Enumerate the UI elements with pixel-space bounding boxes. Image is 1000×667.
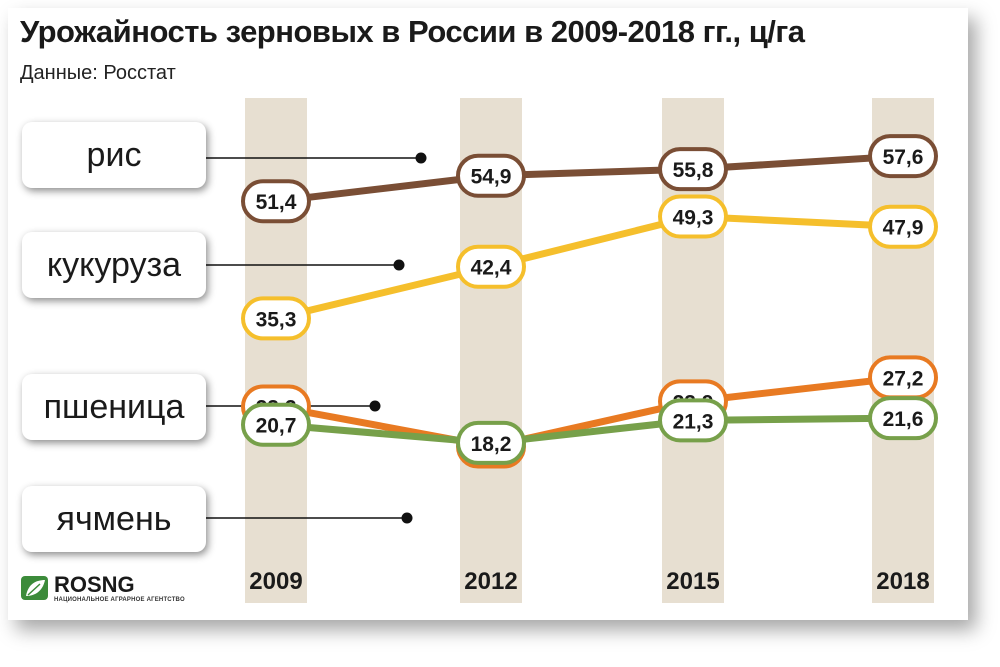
data-marker-4-2 [456,420,526,465]
series-line-3 [275,373,904,451]
series-name-label-4: ячмень [22,486,206,552]
data-marker-2-1 [241,296,311,341]
leader-dot-3 [369,400,381,412]
data-marker-4-4 [868,396,938,441]
data-marker-2-4 [868,204,938,249]
series-name-label-1: рис [22,122,206,188]
x-tick-label-2015: 2015 [666,568,719,595]
series-line-1 [275,152,904,205]
data-label-1-1: 51,4 [256,191,297,214]
data-label-1-4: 57,6 [883,146,924,169]
data-marker-2-2 [456,244,526,289]
data-marker-1-4 [868,134,938,179]
year-column-2009 [245,98,307,603]
year-column-2018 [872,98,934,603]
series-name-label-3: пшеница [22,374,206,440]
x-tick-label-2009: 2009 [249,568,302,595]
data-marker-2-3 [658,194,728,239]
data-label-2-2: 42,4 [471,257,512,280]
data-marker-4-3 [658,398,728,443]
series-name-label-2: кукуруза [22,232,206,298]
leader-dot-1 [415,152,427,164]
logo-name: ROSNG [54,572,135,597]
data-label-2-3: 49,3 [673,206,714,229]
x-tick-label-2018: 2018 [876,568,929,595]
chart-title: Урожайность зерновых в России в 2009-201… [20,14,805,49]
data-label-2-4: 47,9 [883,217,924,240]
rosng-logo: ROSNG НАЦИОНАЛЬНОЕ АГРАРНОЕ АГЕНТСТВО [20,574,185,604]
series-line-4 [275,414,904,447]
data-label-3-4: 27,2 [883,367,924,390]
data-marker-1-1 [241,179,311,224]
data-label-4-4: 21,6 [883,408,924,431]
data-marker-4-1 [241,402,311,447]
leaf-logo-icon [21,576,48,600]
leader-dot-2 [393,259,405,271]
x-tick-label-2012: 2012 [464,568,517,595]
data-label-1-3: 55,8 [673,159,714,182]
data-label-4-1: 20,7 [256,415,297,438]
data-marker-1-2 [456,153,526,198]
data-label-2-1: 35,3 [256,308,297,331]
series-line-2 [275,212,904,322]
data-marker-1-3 [658,147,728,192]
leader-dot-4 [401,512,413,524]
data-label-4-3: 21,3 [673,410,714,433]
chart-subtitle: Данные: Росстат [20,62,176,84]
data-label-1-2: 54,9 [471,166,512,189]
data-label-4-2: 18,2 [471,433,512,456]
logo-tagline: НАЦИОНАЛЬНОЕ АГРАРНОЕ АГЕНТСТВО [54,597,185,603]
